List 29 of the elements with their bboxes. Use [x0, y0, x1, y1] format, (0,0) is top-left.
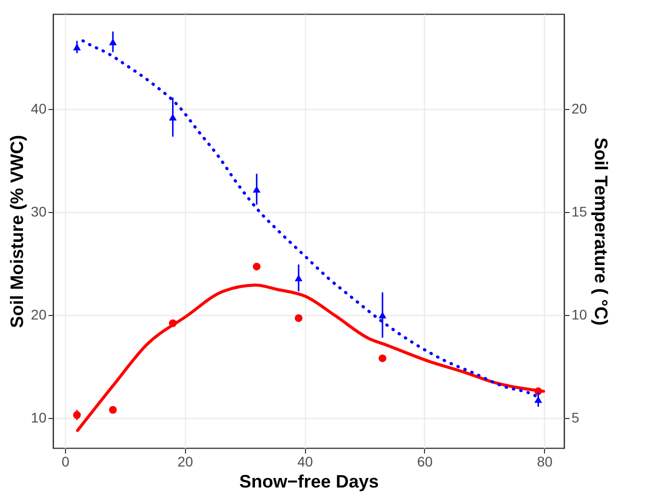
point — [294, 314, 302, 322]
y2-tick-label: 10 — [572, 306, 588, 323]
point — [168, 114, 177, 120]
x-tick-label: 80 — [536, 454, 553, 470]
x-tick-label: 0 — [62, 454, 70, 470]
point — [73, 44, 81, 50]
y2-tick-label: 5 — [572, 410, 580, 426]
y-axis-title: Soil Moisture (% VWC) — [6, 134, 27, 328]
point — [168, 319, 177, 328]
point — [252, 262, 261, 270]
point — [378, 312, 386, 318]
line-series — [76, 284, 546, 432]
y2-tick-label: 20 — [572, 100, 588, 116]
y-tick-label: 40 — [30, 100, 47, 116]
y-tick-label: 20 — [30, 306, 47, 323]
y-tick-label: 10 — [30, 410, 47, 426]
x-axis-title: Snow−free Days — [239, 472, 379, 492]
y2-axis-title: Soil Temperature ( °C) — [591, 138, 612, 326]
point — [294, 274, 302, 282]
y-tick-label: 30 — [30, 203, 47, 220]
x-tick-label: 40 — [297, 454, 314, 470]
point — [109, 406, 117, 414]
x-tick-label: 60 — [417, 454, 433, 470]
x-tick-label: 20 — [178, 454, 194, 470]
point — [73, 411, 81, 419]
point — [252, 186, 261, 193]
point — [109, 38, 117, 46]
y2-tick-label: 15 — [572, 203, 588, 220]
point — [378, 354, 386, 362]
